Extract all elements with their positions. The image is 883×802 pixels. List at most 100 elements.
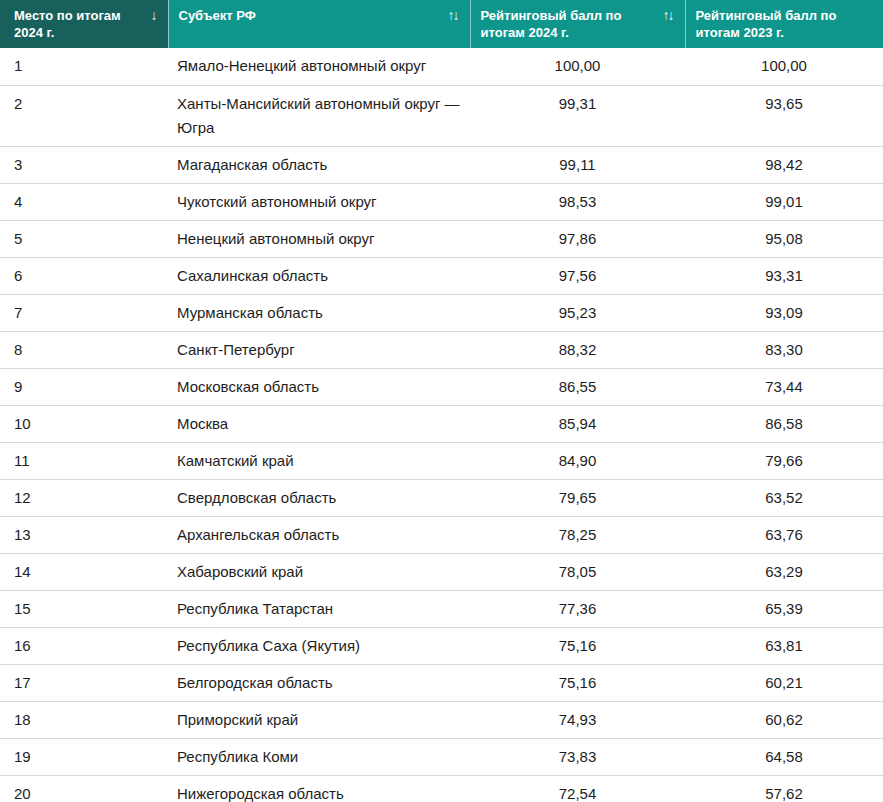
score-2023-cell: 63,52 bbox=[685, 479, 883, 516]
rank-cell: 1 bbox=[0, 48, 168, 85]
rank-cell: 8 bbox=[0, 331, 168, 368]
table-row: 9 Московская область 86,55 73,44 bbox=[0, 368, 883, 405]
table-row: 14 Хабаровский край 78,05 63,29 bbox=[0, 553, 883, 590]
table-row: 3 Магаданская область 99,11 98,42 bbox=[0, 146, 883, 183]
table-row: 1 Ямало-Ненецкий автономный округ 100,00… bbox=[0, 48, 883, 85]
rank-cell: 18 bbox=[0, 701, 168, 738]
region-cell: Архангельская область bbox=[168, 516, 470, 553]
table-row: 19 Республика Коми 73,83 64,58 bbox=[0, 738, 883, 775]
regions-rating-table: Место по итогам 2024 г. ↓ Субъект РФ ↑↓ … bbox=[0, 0, 883, 802]
score-2023-cell: 98,42 bbox=[685, 146, 883, 183]
score-2023-cell: 73,44 bbox=[685, 368, 883, 405]
score-2024-cell: 85,94 bbox=[470, 405, 685, 442]
table-row: 18 Приморский край 74,93 60,62 bbox=[0, 701, 883, 738]
column-header-region[interactable]: Субъект РФ ↑↓ bbox=[168, 0, 470, 48]
region-cell: Ямало-Ненецкий автономный округ bbox=[168, 48, 470, 85]
rank-cell: 15 bbox=[0, 590, 168, 627]
score-2023-cell: 65,39 bbox=[685, 590, 883, 627]
table-body: 1 Ямало-Ненецкий автономный округ 100,00… bbox=[0, 48, 883, 802]
score-2023-cell: 93,65 bbox=[685, 85, 883, 146]
rank-cell: 13 bbox=[0, 516, 168, 553]
regions-rating-table-page: Место по итогам 2024 г. ↓ Субъект РФ ↑↓ … bbox=[0, 0, 883, 802]
region-cell: Свердловская область bbox=[168, 479, 470, 516]
score-2024-cell: 75,16 bbox=[470, 664, 685, 701]
table-row: 7 Мурманская область 95,23 93,09 bbox=[0, 294, 883, 331]
sort-both-icon[interactable]: ↑↓ bbox=[663, 7, 673, 24]
rank-cell: 7 bbox=[0, 294, 168, 331]
sort-descending-icon[interactable]: ↓ bbox=[151, 7, 156, 24]
table-row: 17 Белгородская область 75,16 60,21 bbox=[0, 664, 883, 701]
score-2024-cell: 99,11 bbox=[470, 146, 685, 183]
region-cell: Санкт-Петербург bbox=[168, 331, 470, 368]
score-2023-cell: 64,58 bbox=[685, 738, 883, 775]
score-2023-cell: 79,66 bbox=[685, 442, 883, 479]
table-row: 6 Сахалинская область 97,56 93,31 bbox=[0, 257, 883, 294]
score-2023-cell: 63,81 bbox=[685, 627, 883, 664]
table-row: 13 Архангельская область 78,25 63,76 bbox=[0, 516, 883, 553]
region-cell: Приморский край bbox=[168, 701, 470, 738]
table-row: 20 Нижегородская область 72,54 57,62 bbox=[0, 775, 883, 802]
score-2023-cell: 83,30 bbox=[685, 331, 883, 368]
table-header: Место по итогам 2024 г. ↓ Субъект РФ ↑↓ … bbox=[0, 0, 883, 48]
score-2023-cell: 63,76 bbox=[685, 516, 883, 553]
table-row: 11 Камчатский край 84,90 79,66 bbox=[0, 442, 883, 479]
region-cell: Республика Татарстан bbox=[168, 590, 470, 627]
region-cell: Нижегородская область bbox=[168, 775, 470, 802]
rank-cell: 17 bbox=[0, 664, 168, 701]
rank-cell: 10 bbox=[0, 405, 168, 442]
score-2024-cell: 72,54 bbox=[470, 775, 685, 802]
column-header-label: Место по итогам 2024 г. bbox=[14, 7, 145, 41]
table-row: 12 Свердловская область 79,65 63,52 bbox=[0, 479, 883, 516]
region-cell: Сахалинская область bbox=[168, 257, 470, 294]
region-cell: Республика Коми bbox=[168, 738, 470, 775]
rank-cell: 2 bbox=[0, 85, 168, 146]
score-2024-cell: 99,31 bbox=[470, 85, 685, 146]
score-2023-cell: 93,31 bbox=[685, 257, 883, 294]
score-2024-cell: 95,23 bbox=[470, 294, 685, 331]
table-row: 5 Ненецкий автономный округ 97,86 95,08 bbox=[0, 220, 883, 257]
score-2023-cell: 57,62 bbox=[685, 775, 883, 802]
rank-cell: 19 bbox=[0, 738, 168, 775]
column-header-label: Рейтинговый балл по итогам 2023 г. bbox=[696, 7, 866, 41]
region-cell: Белгородская область bbox=[168, 664, 470, 701]
score-2023-cell: 60,21 bbox=[685, 664, 883, 701]
score-2024-cell: 88,32 bbox=[470, 331, 685, 368]
sort-both-icon[interactable]: ↑↓ bbox=[448, 7, 458, 24]
region-cell: Камчатский край bbox=[168, 442, 470, 479]
region-cell: Мурманская область bbox=[168, 294, 470, 331]
table-row: 15 Республика Татарстан 77,36 65,39 bbox=[0, 590, 883, 627]
table-row: 16 Республика Саха (Якутия) 75,16 63,81 bbox=[0, 627, 883, 664]
score-2024-cell: 97,86 bbox=[470, 220, 685, 257]
score-2023-cell: 93,09 bbox=[685, 294, 883, 331]
region-cell: Магаданская область bbox=[168, 146, 470, 183]
region-cell: Хабаровский край bbox=[168, 553, 470, 590]
score-2023-cell: 60,62 bbox=[685, 701, 883, 738]
score-2024-cell: 77,36 bbox=[470, 590, 685, 627]
region-cell: Чукотский автономный округ bbox=[168, 183, 470, 220]
column-header-rank-2024[interactable]: Место по итогам 2024 г. ↓ bbox=[0, 0, 168, 48]
score-2023-cell: 95,08 bbox=[685, 220, 883, 257]
score-2024-cell: 97,56 bbox=[470, 257, 685, 294]
region-cell: Ханты-Мансийский автономный округ — Югра bbox=[168, 85, 470, 146]
rank-cell: 6 bbox=[0, 257, 168, 294]
rank-cell: 5 bbox=[0, 220, 168, 257]
column-header-score-2024[interactable]: Рейтинговый балл по итогам 2024 г. ↑↓ bbox=[470, 0, 685, 48]
table-row: 4 Чукотский автономный округ 98,53 99,01 bbox=[0, 183, 883, 220]
score-2024-cell: 98,53 bbox=[470, 183, 685, 220]
table-row: 2 Ханты-Мансийский автономный округ — Юг… bbox=[0, 85, 883, 146]
score-2024-cell: 73,83 bbox=[470, 738, 685, 775]
column-header-label: Рейтинговый балл по итогам 2024 г. bbox=[481, 7, 657, 41]
score-2023-cell: 100,00 bbox=[685, 48, 883, 85]
table-row: 10 Москва 85,94 86,58 bbox=[0, 405, 883, 442]
column-header-label: Субъект РФ bbox=[179, 7, 442, 24]
table-row: 8 Санкт-Петербург 88,32 83,30 bbox=[0, 331, 883, 368]
score-2024-cell: 75,16 bbox=[470, 627, 685, 664]
score-2024-cell: 79,65 bbox=[470, 479, 685, 516]
score-2024-cell: 100,00 bbox=[470, 48, 685, 85]
column-header-score-2023[interactable]: Рейтинговый балл по итогам 2023 г. bbox=[685, 0, 883, 48]
rank-cell: 14 bbox=[0, 553, 168, 590]
score-2024-cell: 74,93 bbox=[470, 701, 685, 738]
rank-cell: 20 bbox=[0, 775, 168, 802]
region-cell: Московская область bbox=[168, 368, 470, 405]
rank-cell: 16 bbox=[0, 627, 168, 664]
